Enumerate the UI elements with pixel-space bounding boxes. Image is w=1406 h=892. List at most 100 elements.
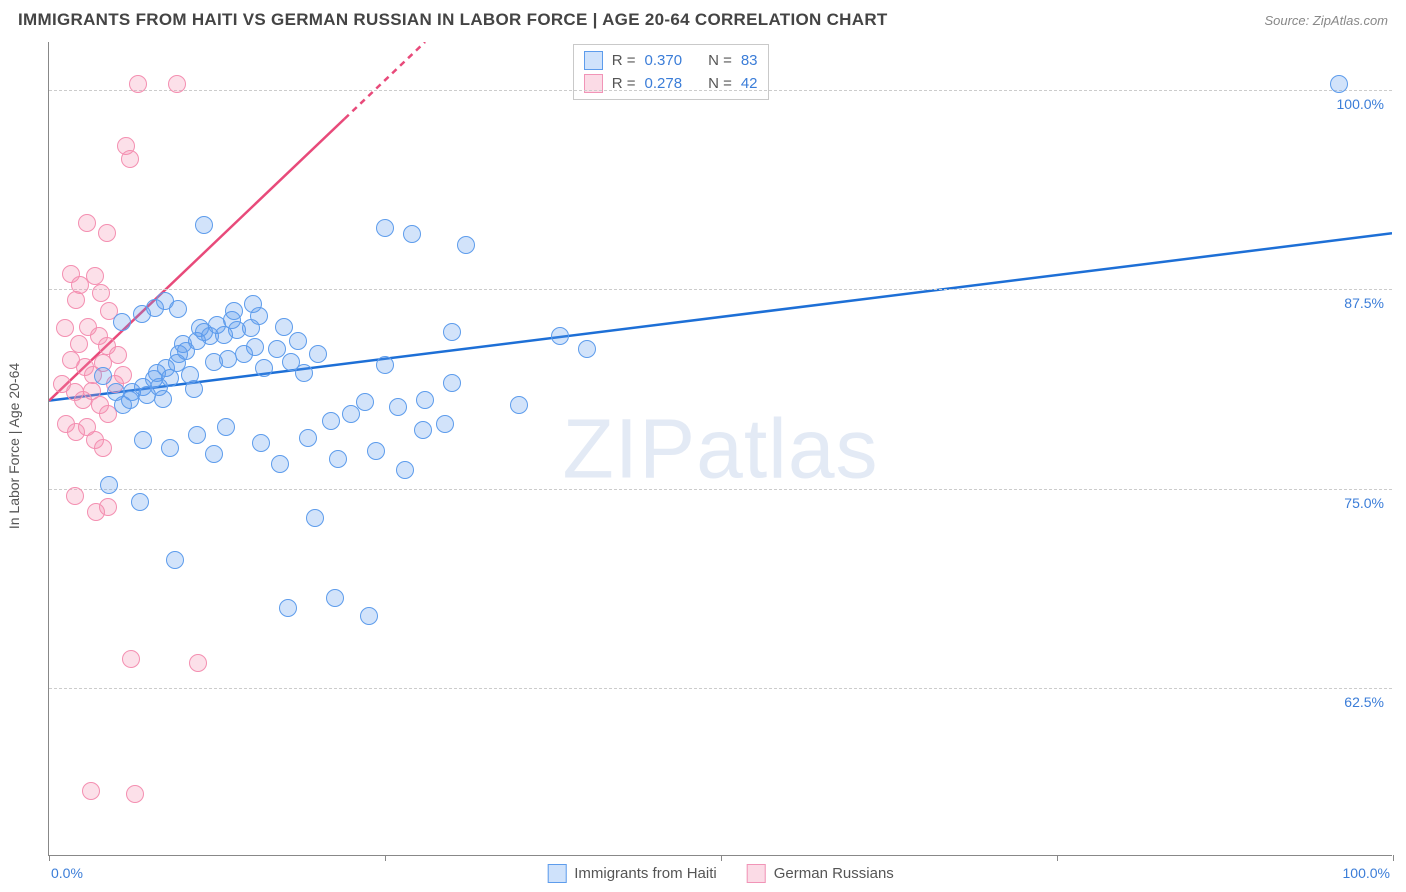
- data-point: [376, 356, 394, 374]
- data-point: [100, 476, 118, 494]
- data-point: [322, 412, 340, 430]
- legend-swatch-blue: [584, 51, 603, 70]
- x-tick-label-min: 0.0%: [51, 865, 83, 881]
- data-point: [94, 367, 112, 385]
- data-point: [299, 429, 317, 447]
- data-point: [443, 374, 461, 392]
- data-point: [457, 236, 475, 254]
- gridline: [49, 90, 1392, 91]
- data-point: [86, 267, 104, 285]
- data-point: [309, 345, 327, 363]
- x-tick: [385, 855, 386, 861]
- data-point: [82, 782, 100, 800]
- data-point: [416, 391, 434, 409]
- n-value-blue: 83: [741, 52, 758, 69]
- data-point: [436, 415, 454, 433]
- data-point: [185, 380, 203, 398]
- data-point: [205, 445, 223, 463]
- x-tick: [721, 855, 722, 861]
- data-point: [189, 654, 207, 672]
- data-point: [396, 461, 414, 479]
- data-point: [271, 455, 289, 473]
- data-point: [389, 398, 407, 416]
- data-point: [510, 396, 528, 414]
- legend-item-pink: German Russians: [747, 864, 894, 883]
- gridline: [49, 289, 1392, 290]
- data-point: [154, 390, 172, 408]
- data-point: [403, 225, 421, 243]
- r-value-blue: 0.370: [645, 52, 683, 69]
- legend-swatch-pink: [747, 864, 766, 883]
- data-point: [113, 313, 131, 331]
- series-legend: Immigrants from Haiti German Russians: [547, 864, 894, 883]
- source-attribution: Source: ZipAtlas.com: [1264, 13, 1388, 28]
- legend-swatch-blue: [547, 864, 566, 883]
- data-point: [121, 150, 139, 168]
- data-point: [67, 291, 85, 309]
- data-point: [78, 214, 96, 232]
- data-point: [367, 442, 385, 460]
- data-point: [131, 493, 149, 511]
- data-point: [252, 434, 270, 452]
- data-point: [126, 785, 144, 803]
- correlation-legend: R = 0.370 N = 83 R = 0.278 N = 42: [573, 44, 769, 100]
- data-point: [551, 327, 569, 345]
- data-point: [217, 418, 235, 436]
- n-label: N =: [708, 52, 732, 69]
- data-point: [1330, 75, 1348, 93]
- y-tick-label: 87.5%: [1344, 295, 1384, 311]
- x-tick: [1057, 855, 1058, 861]
- legend-label-blue: Immigrants from Haiti: [574, 865, 717, 882]
- legend-row-pink: R = 0.278 N = 42: [584, 72, 758, 95]
- data-point: [246, 338, 264, 356]
- data-point: [114, 366, 132, 384]
- watermark: ZIPatlas: [562, 400, 878, 497]
- data-point: [134, 431, 152, 449]
- gridline: [49, 688, 1392, 689]
- data-point: [225, 302, 243, 320]
- data-point: [376, 219, 394, 237]
- data-point: [166, 551, 184, 569]
- data-point: [414, 421, 432, 439]
- y-tick-label: 62.5%: [1344, 694, 1384, 710]
- data-point: [168, 75, 186, 93]
- data-point: [443, 323, 461, 341]
- data-point: [279, 599, 297, 617]
- data-point: [195, 216, 213, 234]
- data-point: [295, 364, 313, 382]
- data-point: [98, 224, 116, 242]
- data-point: [92, 284, 110, 302]
- data-point: [289, 332, 307, 350]
- x-tick-label-max: 100.0%: [1343, 865, 1390, 881]
- data-point: [356, 393, 374, 411]
- data-point: [275, 318, 293, 336]
- r-label: R =: [612, 52, 636, 69]
- data-point: [578, 340, 596, 358]
- data-point: [94, 439, 112, 457]
- gridline: [49, 489, 1392, 490]
- data-point: [329, 450, 347, 468]
- x-tick: [49, 855, 50, 861]
- scatter-chart: ZIPatlas R = 0.370 N = 83 R = 0.278 N = …: [48, 42, 1392, 856]
- y-tick-label: 75.0%: [1344, 495, 1384, 511]
- data-point: [129, 75, 147, 93]
- data-point: [306, 509, 324, 527]
- data-point: [188, 426, 206, 444]
- trend-lines: [49, 42, 1392, 855]
- data-point: [360, 607, 378, 625]
- y-tick-label: 100.0%: [1337, 96, 1384, 112]
- data-point: [326, 589, 344, 607]
- legend-label-pink: German Russians: [774, 865, 894, 882]
- data-point: [66, 487, 84, 505]
- data-point: [244, 295, 262, 313]
- legend-row-blue: R = 0.370 N = 83: [584, 49, 758, 72]
- data-point: [99, 498, 117, 516]
- data-point: [56, 319, 74, 337]
- x-tick: [1393, 855, 1394, 861]
- legend-item-blue: Immigrants from Haiti: [547, 864, 717, 883]
- header: IMMIGRANTS FROM HAITI VS GERMAN RUSSIAN …: [0, 0, 1406, 36]
- chart-title: IMMIGRANTS FROM HAITI VS GERMAN RUSSIAN …: [18, 10, 888, 30]
- y-axis-title: In Labor Force | Age 20-64: [6, 363, 22, 529]
- data-point: [169, 300, 187, 318]
- data-point: [161, 439, 179, 457]
